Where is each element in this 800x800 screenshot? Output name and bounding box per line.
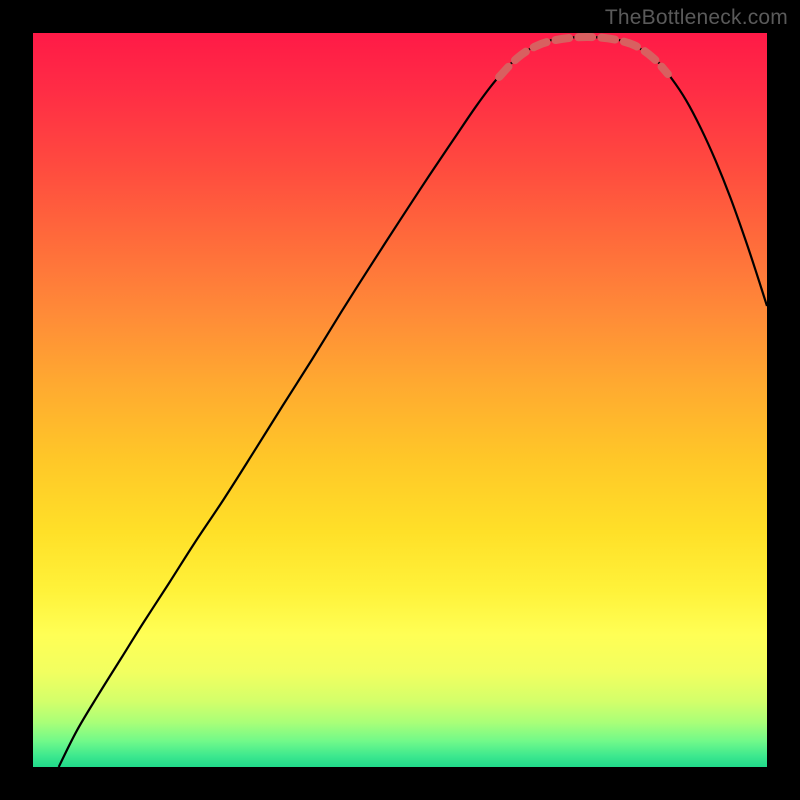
plot-area (33, 33, 767, 767)
chart-svg (33, 33, 767, 767)
watermark-text: TheBottleneck.com (605, 6, 788, 30)
overlay-dashed-segment (499, 37, 668, 77)
main-curve (59, 37, 767, 767)
